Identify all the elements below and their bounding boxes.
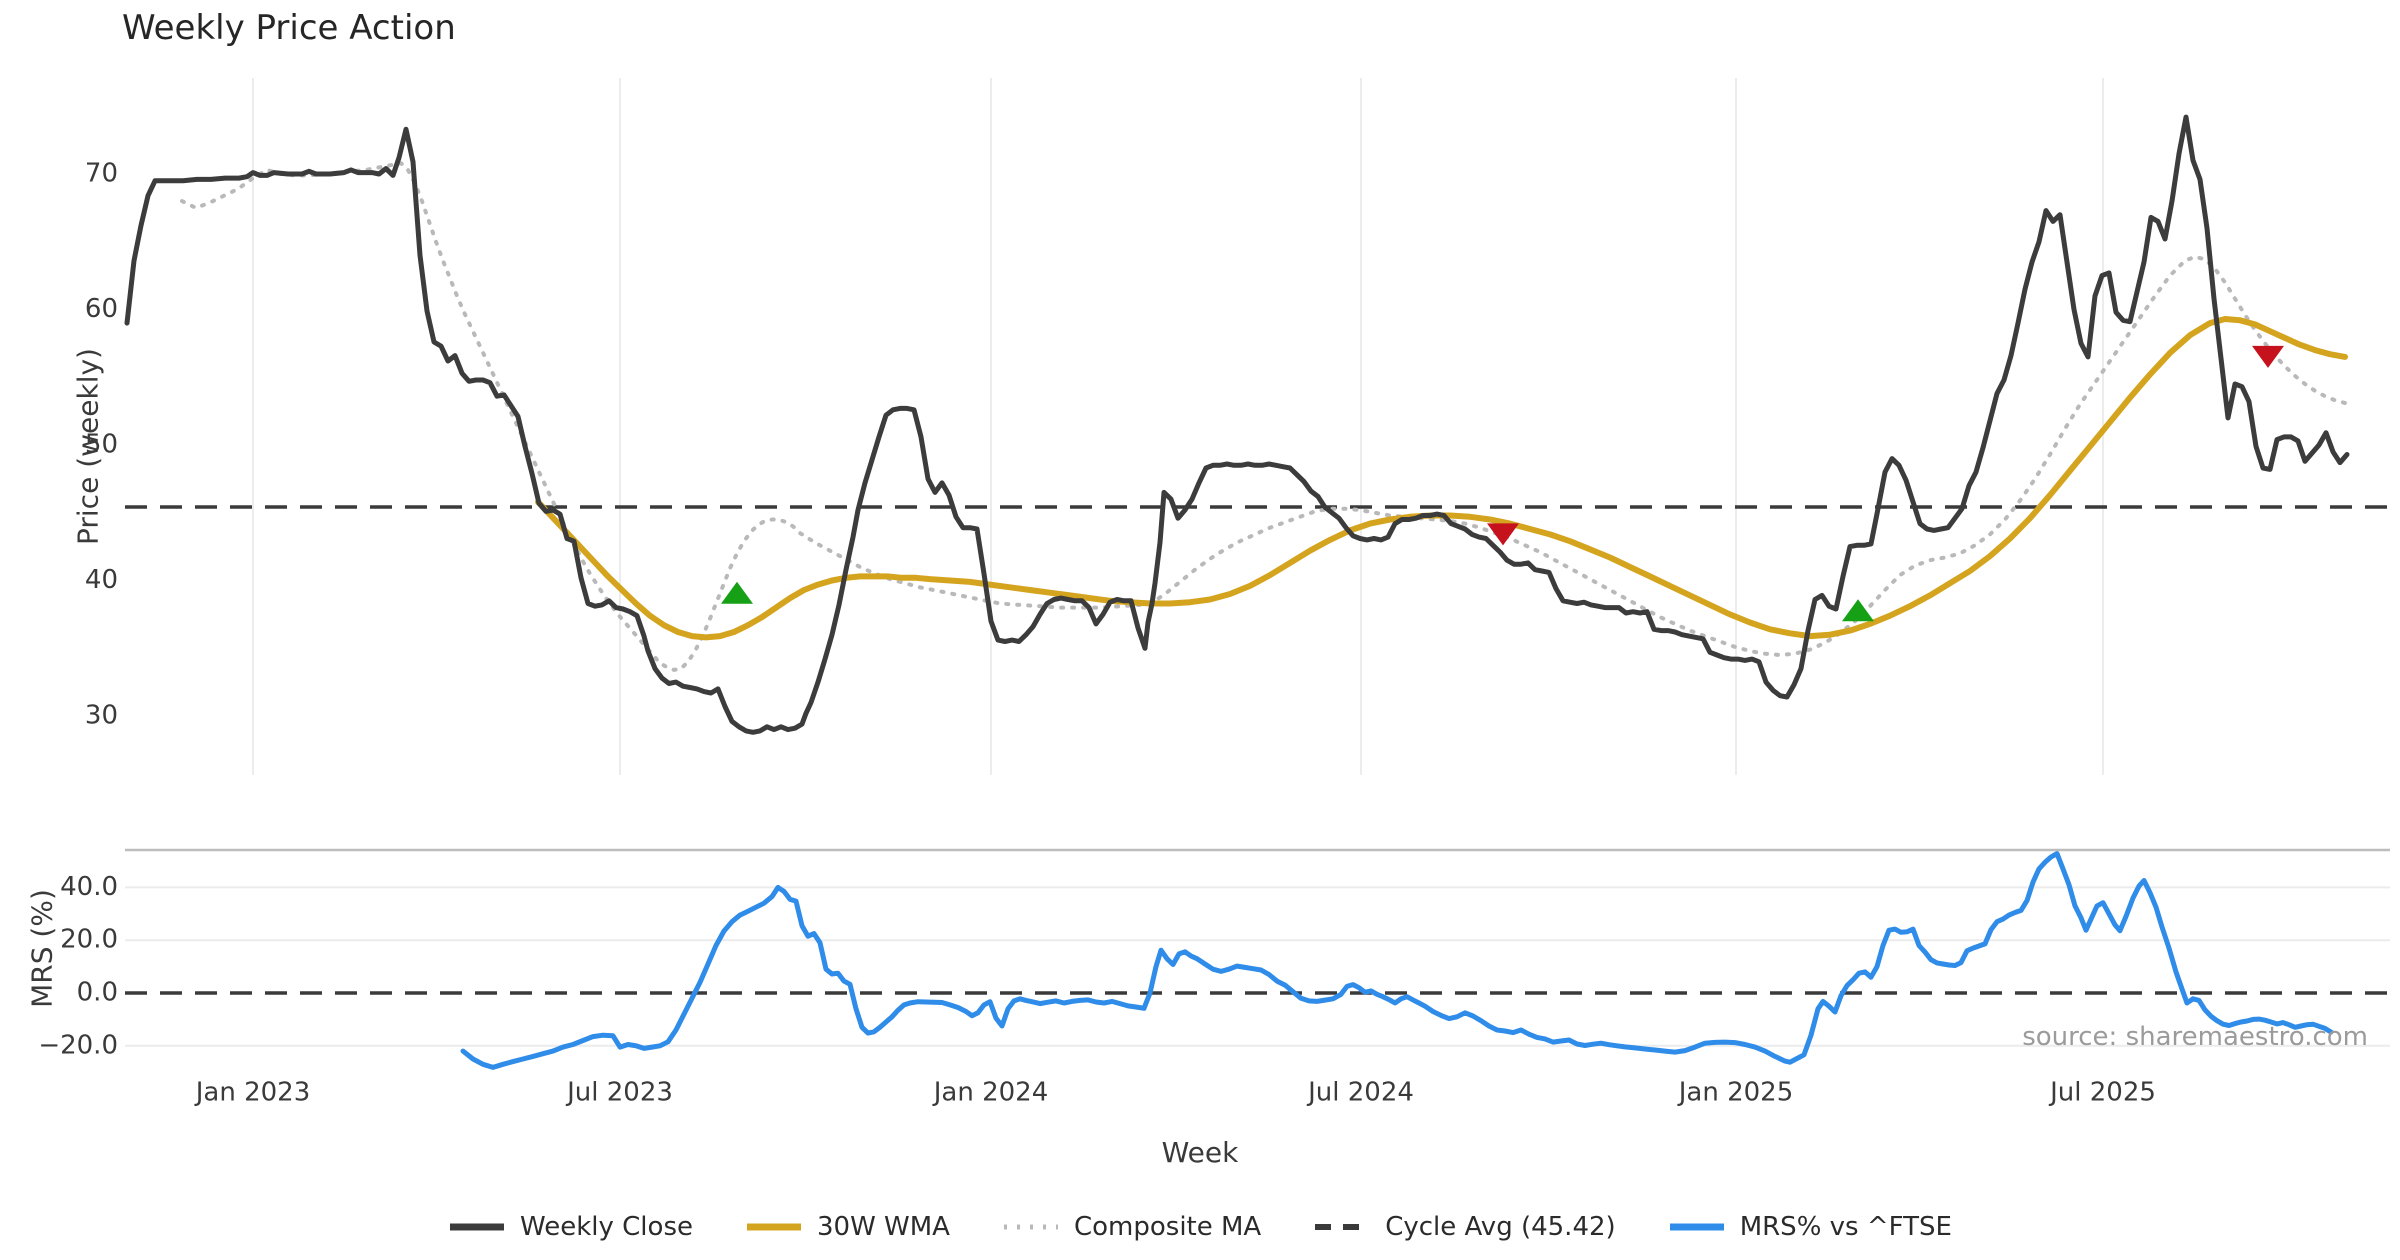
sell-marker [2252,345,2284,368]
legend-label: Cycle Avg (45.42) [1385,1212,1616,1242]
buy-marker [1842,599,1874,622]
x-tick-label: Jan 2024 [932,1078,1049,1108]
legend-swatch-solid-icon [1669,1223,1724,1231]
legend-item-cycle-avg-45-42-: Cycle Avg (45.42) [1313,1212,1616,1242]
series-30w-wma [535,316,2348,641]
series-weekly-close [124,114,2350,735]
legend-item-mrs-vs-ftse: MRS% vs ^FTSE [1668,1212,1952,1242]
chart-legend: Weekly Close 30W WMA Composite MA Cycle Avg… [0,1212,2400,1242]
x-axis-title: Week [1161,1136,1239,1169]
series-mrs-vs-ftse [460,851,2334,1070]
legend-label: Composite MA [1073,1212,1262,1242]
mrs-tick-label: −20.0 [38,1030,118,1060]
x-tick-label: Jan 2023 [194,1078,311,1108]
source-watermark: source: sharemaestro.com [2022,1022,2368,1052]
price-tick-label: 40 [85,565,118,595]
legend-swatch-solid-icon [450,1223,505,1231]
x-tick-label: Jul 2023 [565,1078,673,1108]
price-tick-label: 50 [85,430,118,460]
mrs-tick-label: 20.0 [60,925,118,955]
buy-marker [721,581,753,604]
legend-label: Weekly Close [520,1212,693,1242]
legend-swatch-solid-icon [746,1223,801,1231]
mrs-tick-label: 40.0 [60,872,118,902]
legend-swatch-dashed-icon [1315,1224,1370,1230]
legend-label: MRS% vs ^FTSE [1739,1212,1952,1242]
x-tick-label: Jan 2025 [1677,1078,1794,1108]
legend-swatch-dotted-icon [1003,1224,1058,1230]
sell-marker [1487,523,1519,546]
price-axis-title: Price (weekly) [71,348,105,545]
x-tick-label: Jul 2025 [2048,1078,2156,1108]
x-tick-label: Jul 2024 [1306,1078,1414,1108]
price-tick-label: 60 [85,294,118,324]
legend-item-weekly-close: Weekly Close [448,1212,693,1242]
price-tick-label: 30 [85,701,118,731]
series-composite-ma [180,161,2347,672]
price-tick-label: 70 [85,159,118,189]
legend-item-30w-wma: 30W WMA [745,1212,950,1242]
chart-title: Weekly Price Action [122,8,456,48]
legend-item-composite-ma: Composite MA [1002,1212,1261,1242]
mrs-axis-title: MRS (%) [25,889,59,1008]
mrs-tick-label: 0.0 [77,978,118,1008]
legend-label: 30W WMA [816,1212,950,1242]
